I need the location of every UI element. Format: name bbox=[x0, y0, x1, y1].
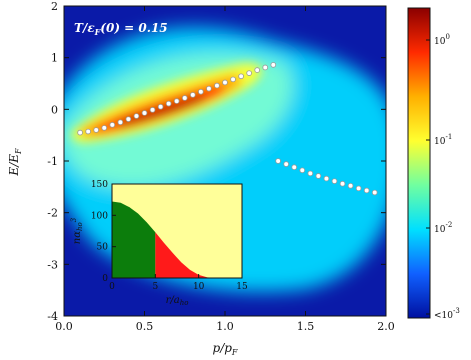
dispersion-marker bbox=[339, 180, 346, 187]
dispersion-marker bbox=[214, 82, 220, 89]
dispersion-marker bbox=[165, 100, 172, 107]
colorbar-ticks: 100 10-1 10-2 <10-3 bbox=[426, 33, 460, 321]
y-tick-label: 1 bbox=[51, 52, 58, 65]
y-tick-label: -3 bbox=[47, 258, 58, 271]
dispersion-marker bbox=[109, 122, 116, 128]
dispersion-marker bbox=[125, 116, 132, 122]
dispersion-marker bbox=[307, 170, 314, 177]
colorbar-strip bbox=[407, 7, 431, 319]
inset-x-tick-label: 0 bbox=[109, 282, 115, 292]
dispersion-marker bbox=[173, 98, 180, 104]
colorbar-tick-label: 100 bbox=[434, 33, 450, 47]
inset-y-tick-label: 150 bbox=[91, 180, 108, 190]
dispersion-marker bbox=[101, 125, 108, 131]
dispersion-marker bbox=[275, 158, 281, 164]
dispersion-marker bbox=[149, 107, 156, 113]
dispersion-marker bbox=[230, 76, 236, 83]
dispersion-markers bbox=[77, 62, 378, 196]
inset-frame bbox=[111, 183, 243, 279]
dispersion-marker bbox=[331, 178, 338, 184]
y-tick-label: 2 bbox=[51, 0, 58, 13]
inset-y-tick-label: 0 bbox=[102, 274, 108, 284]
dispersion-marker bbox=[323, 175, 330, 182]
dispersion-marker bbox=[355, 185, 362, 192]
dispersion-marker bbox=[133, 113, 140, 119]
colorbar-tick-label: 10-2 bbox=[434, 221, 452, 235]
x-tick-label: 1.0 bbox=[216, 320, 234, 333]
dispersion-marker bbox=[85, 128, 91, 135]
heatmap-region-darkred bbox=[117, 95, 205, 127]
inset-y-ticks: 0 50 100 150 bbox=[91, 180, 116, 284]
dispersion-marker bbox=[93, 127, 99, 133]
dispersion-marker bbox=[283, 161, 289, 167]
dispersion-marker bbox=[299, 167, 306, 174]
dispersion-marker bbox=[246, 70, 252, 76]
y-tick-label: 0 bbox=[51, 103, 58, 116]
y-axis-label: E/EF bbox=[7, 148, 23, 177]
colorbar-tick-label: 10-1 bbox=[434, 133, 452, 147]
dispersion-marker bbox=[198, 88, 204, 95]
x-tick-label: 0.0 bbox=[55, 320, 73, 333]
dispersion-marker bbox=[77, 129, 83, 136]
y-axis-ticks: -4 -3 -2 -1 0 1 2 bbox=[47, 0, 386, 323]
dispersion-marker bbox=[206, 85, 212, 92]
y-tick-label: -2 bbox=[47, 207, 58, 220]
inset-x-ticks: 0 5 10 15 bbox=[109, 274, 248, 292]
y-tick-label: -1 bbox=[47, 155, 58, 168]
inset-area-red bbox=[155, 232, 216, 278]
dispersion-marker bbox=[291, 164, 298, 171]
inset-y-tick-label: 50 bbox=[97, 243, 109, 253]
inset-x-tick-label: 15 bbox=[236, 282, 248, 292]
x-axis-label: p/pF bbox=[213, 341, 238, 357]
heatmap-plot: 0.0 0.5 1.0 1.5 2.0 -4 -3 -2 -1 0 1 2 p/pF E/EF T/… bbox=[7, 0, 395, 357]
inset-x-tick-label: 10 bbox=[193, 282, 205, 292]
x-tick-label: 1.5 bbox=[297, 320, 315, 333]
inset-y-tick-label: 100 bbox=[91, 211, 108, 221]
x-axis-ticks: 0.0 0.5 1.0 1.5 2.0 bbox=[55, 6, 395, 333]
colorbar-tick-label: <10-3 bbox=[434, 307, 460, 321]
temperature-annotation: T/εF(0) = 0.15 bbox=[74, 21, 168, 37]
dispersion-marker bbox=[270, 62, 277, 68]
dispersion-marker bbox=[181, 95, 188, 101]
x-tick-label: 0.5 bbox=[136, 320, 154, 333]
dispersion-marker bbox=[238, 73, 244, 80]
x-tick-label: 2.0 bbox=[377, 320, 395, 333]
dispersion-marker bbox=[371, 189, 378, 196]
dispersion-marker bbox=[222, 79, 228, 86]
dispersion-marker bbox=[363, 187, 370, 194]
y-tick-label: -4 bbox=[47, 310, 58, 323]
inset-x-tick-label: 5 bbox=[152, 282, 158, 292]
dispersion-marker bbox=[141, 110, 148, 116]
dispersion-marker bbox=[157, 103, 164, 110]
dispersion-marker bbox=[254, 67, 261, 73]
dispersion-marker bbox=[262, 64, 269, 71]
dispersion-marker bbox=[347, 183, 354, 189]
colorbar: 100 10-1 10-2 <10-3 bbox=[407, 7, 460, 321]
dispersion-marker bbox=[315, 173, 322, 179]
dispersion-marker bbox=[190, 92, 196, 98]
dispersion-marker bbox=[117, 119, 124, 126]
inset-area-green bbox=[112, 201, 156, 278]
